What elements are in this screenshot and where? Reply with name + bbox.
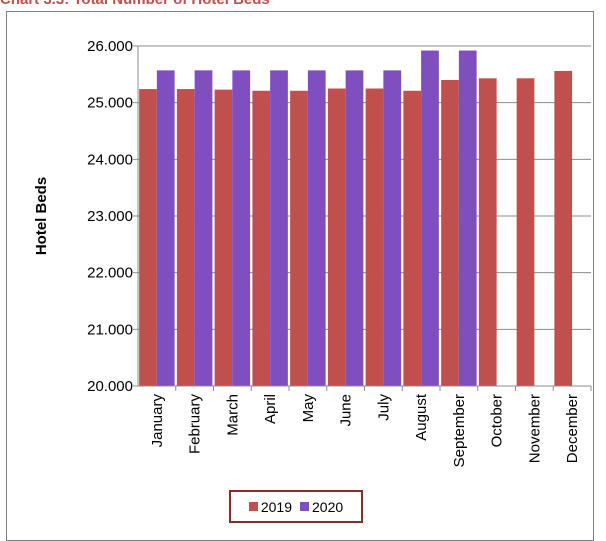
x-tick-label: May — [300, 394, 317, 423]
x-tick-label: July — [375, 394, 392, 421]
y-tick-label: 23.000 — [87, 208, 133, 225]
bar-2020-july — [383, 70, 402, 386]
chart-title: Chart 3.3: Total Number of Hotel Beds — [0, 0, 270, 10]
y-tick-labels: 20.000 21.000 22.000 23.000 24.000 25.000 26.0… — [87, 38, 133, 395]
y-tick-label: 24.000 — [87, 151, 133, 168]
legend: 2019 2020 — [229, 490, 363, 523]
bar-2020-june — [345, 70, 364, 386]
bar-2020-march — [232, 70, 251, 386]
bar-2019-november — [516, 78, 535, 387]
bar-2019-may — [290, 90, 308, 387]
legend-swatch-2019 — [248, 502, 258, 511]
bar-2020-february — [194, 70, 213, 386]
x-tick-labels: January February March April May June July Augu… — [149, 393, 581, 467]
legend-swatch-2020 — [300, 502, 309, 511]
bar-2019-april — [252, 90, 271, 387]
legend-item-2020: 2020 — [300, 499, 343, 515]
bar-2020-may — [307, 70, 326, 386]
axes — [133, 45, 592, 391]
x-tick-label: November — [526, 394, 543, 463]
bars — [139, 50, 573, 387]
y-tick-label: 20.000 — [87, 378, 133, 395]
x-tick-label: December — [564, 394, 581, 463]
y-tick-label: 26.000 — [87, 38, 133, 55]
bar-2019-december — [554, 70, 573, 386]
x-tick-label: January — [149, 394, 166, 448]
bar-2020-january — [156, 70, 175, 386]
bar-2019-august — [403, 90, 422, 387]
y-axis-title: Hotel Beds — [33, 177, 50, 255]
bar-2019-july — [365, 88, 384, 386]
bar-2020-april — [270, 70, 288, 386]
x-tick-label: August — [413, 393, 430, 441]
legend-item-2019: 2019 — [248, 498, 292, 515]
bar-2019-september — [441, 80, 459, 386]
y-tick-label: 21.000 — [87, 321, 133, 338]
bar-2019-february — [176, 89, 195, 387]
bar-2020-september — [458, 50, 477, 387]
x-tick-label: February — [187, 394, 204, 455]
y-tick-label: 22.000 — [87, 265, 133, 282]
bar-2019-march — [214, 89, 233, 386]
x-tick-label: October — [489, 394, 506, 447]
bar-2020-august — [421, 50, 439, 387]
bar-2019-january — [139, 89, 157, 387]
bar-2019-october — [478, 78, 497, 387]
x-tick-label: April — [262, 394, 279, 424]
x-tick-label: March — [224, 394, 241, 436]
legend-label-2019: 2019 — [260, 498, 292, 515]
bar-2019-june — [327, 88, 346, 386]
x-tick-label: June — [338, 394, 355, 427]
x-tick-label: September — [451, 394, 468, 467]
legend-label-2020: 2020 — [312, 498, 344, 515]
y-tick-label: 25.000 — [87, 95, 133, 112]
